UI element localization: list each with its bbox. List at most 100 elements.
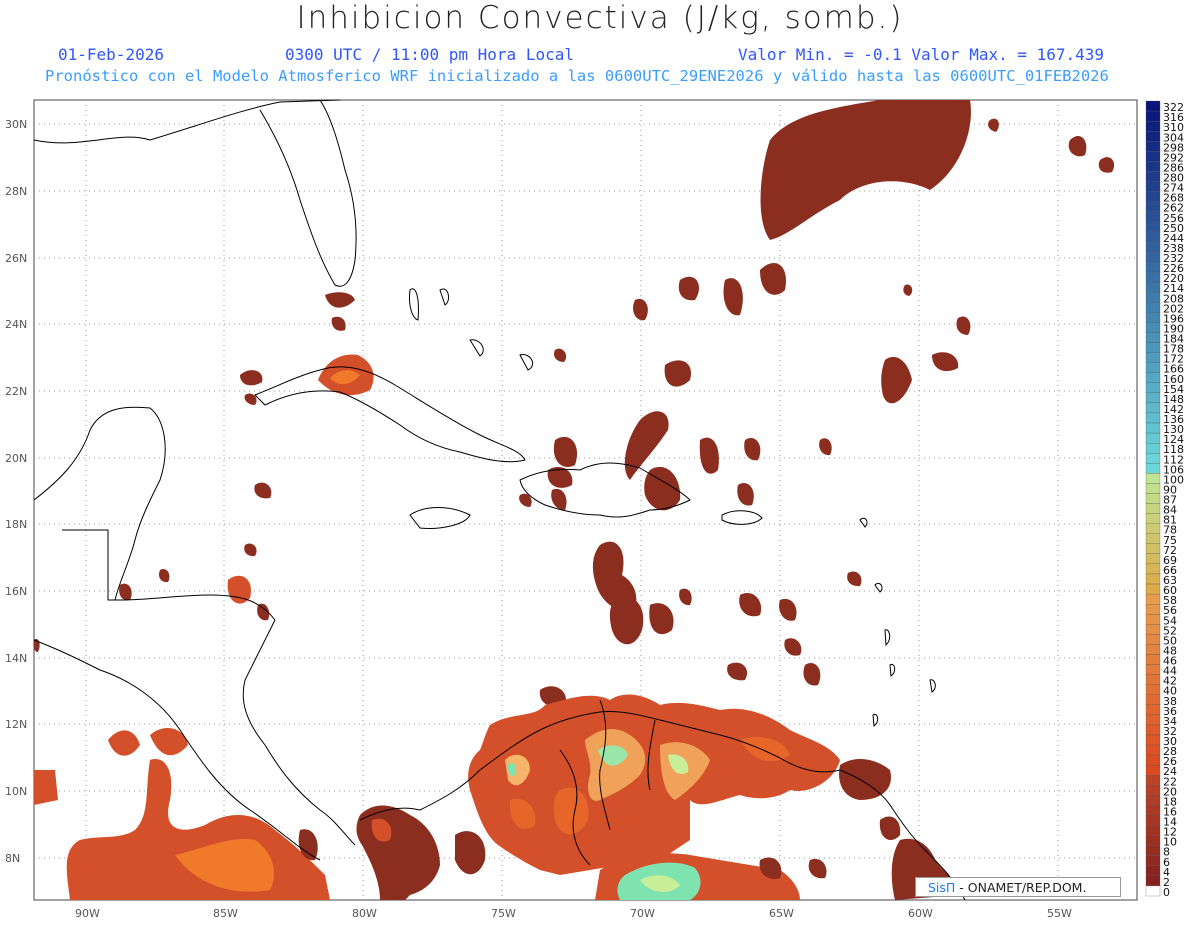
colorbar-label: 292 xyxy=(1163,151,1184,164)
colorbar-swatch xyxy=(1145,453,1161,464)
colorbar-label: 2 xyxy=(1163,876,1170,889)
colorbar-label: 38 xyxy=(1163,695,1177,708)
colorbar-swatch xyxy=(1145,221,1161,232)
colorbar-swatch xyxy=(1145,151,1161,162)
colorbar-swatch xyxy=(1145,775,1161,786)
lat-tick-label: 8N xyxy=(5,852,20,865)
colorbar-label: 16 xyxy=(1163,805,1177,818)
colorbar-swatch xyxy=(1145,573,1161,585)
lon-tick-label: 60W xyxy=(908,907,933,920)
colorbar-label: 298 xyxy=(1163,141,1184,154)
colorbar-label: 56 xyxy=(1163,604,1177,617)
colorbar-label: 100 xyxy=(1163,473,1184,486)
lon-tick-label: 55W xyxy=(1047,907,1072,920)
lat-tick-label: 22N xyxy=(5,385,27,398)
colorbar-swatch xyxy=(1145,281,1161,293)
colorbar-swatch xyxy=(1145,845,1161,856)
colorbar-label: 58 xyxy=(1163,594,1177,607)
cin-map: 30N 28N 26N 24N 22N 20N 18N 16N 14N 12N 10N 8N 90W 85… xyxy=(5,99,1138,920)
colorbar-label: 28 xyxy=(1163,745,1177,758)
colorbar-swatch xyxy=(1145,120,1161,132)
colorbar-label: 190 xyxy=(1163,322,1184,335)
colorbar-label: 262 xyxy=(1163,202,1184,215)
colorbar-label: 72 xyxy=(1163,544,1177,557)
colorbar-label: 316 xyxy=(1163,111,1184,124)
credit-brand: SisΠ xyxy=(928,880,956,895)
colorbar-swatch xyxy=(1145,583,1161,595)
colorbar-label: 12 xyxy=(1163,826,1177,839)
colorbar-swatch xyxy=(1145,493,1161,504)
colorbar-swatch xyxy=(1145,674,1161,685)
colorbar: 3223163103042982922862802742682622562502… xyxy=(1145,100,1184,899)
colorbar-label: 24 xyxy=(1163,765,1177,778)
colorbar-label: 60 xyxy=(1163,584,1177,597)
colorbar-swatch xyxy=(1145,634,1161,645)
colorbar-label: 52 xyxy=(1163,624,1177,637)
colorbar-label: 136 xyxy=(1163,413,1184,426)
lon-tick-label: 65W xyxy=(769,907,794,920)
colorbar-label: 226 xyxy=(1163,262,1184,275)
lon-tick-label: 90W xyxy=(75,907,100,920)
colorbar-swatch xyxy=(1145,714,1161,726)
colorbar-swatch xyxy=(1145,654,1161,665)
axis-tick-labels: 30N 28N 26N 24N 22N 20N 18N 16N 14N 12N 10N 8N 90W 85… xyxy=(5,118,1072,920)
lat-tick-label: 14N xyxy=(5,652,27,665)
lon-tick-label: 85W xyxy=(213,907,238,920)
colorbar-swatch xyxy=(1145,110,1161,122)
lon-tick-label: 75W xyxy=(491,907,516,920)
colorbar-label: 14 xyxy=(1163,816,1177,829)
colorbar-swatch xyxy=(1145,332,1161,343)
colorbar-label: 81 xyxy=(1163,514,1177,527)
colorbar-label: 244 xyxy=(1163,232,1184,245)
colorbar-label: 4 xyxy=(1163,866,1170,879)
colorbar-swatch xyxy=(1145,543,1161,554)
colorbar-swatch xyxy=(1145,181,1161,192)
forecast-time: 0300 UTC / 11:00 pm Hora Local xyxy=(285,45,574,64)
colorbar-label: 84 xyxy=(1163,504,1177,517)
colorbar-label: 214 xyxy=(1163,282,1184,295)
map-title: Inhibicion Convectiva (J/kg, somb.) xyxy=(296,0,904,36)
colorbar-swatch xyxy=(1145,463,1161,474)
colorbar-label: 268 xyxy=(1163,192,1184,205)
colorbar-swatch xyxy=(1145,684,1161,695)
colorbar-swatch xyxy=(1145,503,1161,514)
colorbar-swatch xyxy=(1145,352,1161,363)
colorbar-swatch xyxy=(1145,432,1161,444)
lon-tick-label: 70W xyxy=(630,907,655,920)
colorbar-label: 46 xyxy=(1163,655,1177,668)
colorbar-swatch xyxy=(1145,302,1161,313)
colorbar-label: 172 xyxy=(1163,353,1184,366)
coastlines xyxy=(33,99,966,901)
colorbar-swatch xyxy=(1145,171,1161,182)
colorbar-swatch xyxy=(1145,825,1161,836)
colorbar-label: 69 xyxy=(1163,554,1177,567)
colorbar-label: 160 xyxy=(1163,373,1184,386)
graticule xyxy=(34,100,1137,900)
colorbar-swatch xyxy=(1145,251,1161,263)
colorbar-label: 54 xyxy=(1163,614,1177,627)
colorbar-swatch xyxy=(1145,100,1161,112)
colorbar-swatch xyxy=(1145,563,1161,575)
colorbar-label: 0 xyxy=(1163,886,1170,899)
colorbar-label: 75 xyxy=(1163,534,1177,547)
colorbar-swatch xyxy=(1145,261,1161,273)
min-max-values: Valor Min. = -0.1 Valor Max. = 167.439 xyxy=(738,45,1105,64)
colorbar-label: 8 xyxy=(1163,846,1170,859)
colorbar-label: 184 xyxy=(1163,333,1184,346)
colorbar-label: 6 xyxy=(1163,856,1170,869)
colorbar-label: 256 xyxy=(1163,212,1184,225)
colorbar-swatch xyxy=(1145,191,1161,202)
colorbar-label: 124 xyxy=(1163,433,1184,446)
colorbar-swatch xyxy=(1145,292,1161,303)
colorbar-swatch xyxy=(1145,473,1161,484)
colorbar-label: 10 xyxy=(1163,836,1177,849)
colorbar-label: 50 xyxy=(1163,634,1177,647)
colorbar-label: 106 xyxy=(1163,463,1184,476)
colorbar-swatch xyxy=(1145,865,1161,877)
colorbar-label: 118 xyxy=(1163,443,1184,456)
colorbar-swatch xyxy=(1145,342,1161,353)
colorbar-swatch xyxy=(1145,231,1161,243)
colorbar-swatch xyxy=(1145,201,1161,212)
colorbar-swatch xyxy=(1145,664,1161,675)
colorbar-label: 148 xyxy=(1163,393,1184,406)
